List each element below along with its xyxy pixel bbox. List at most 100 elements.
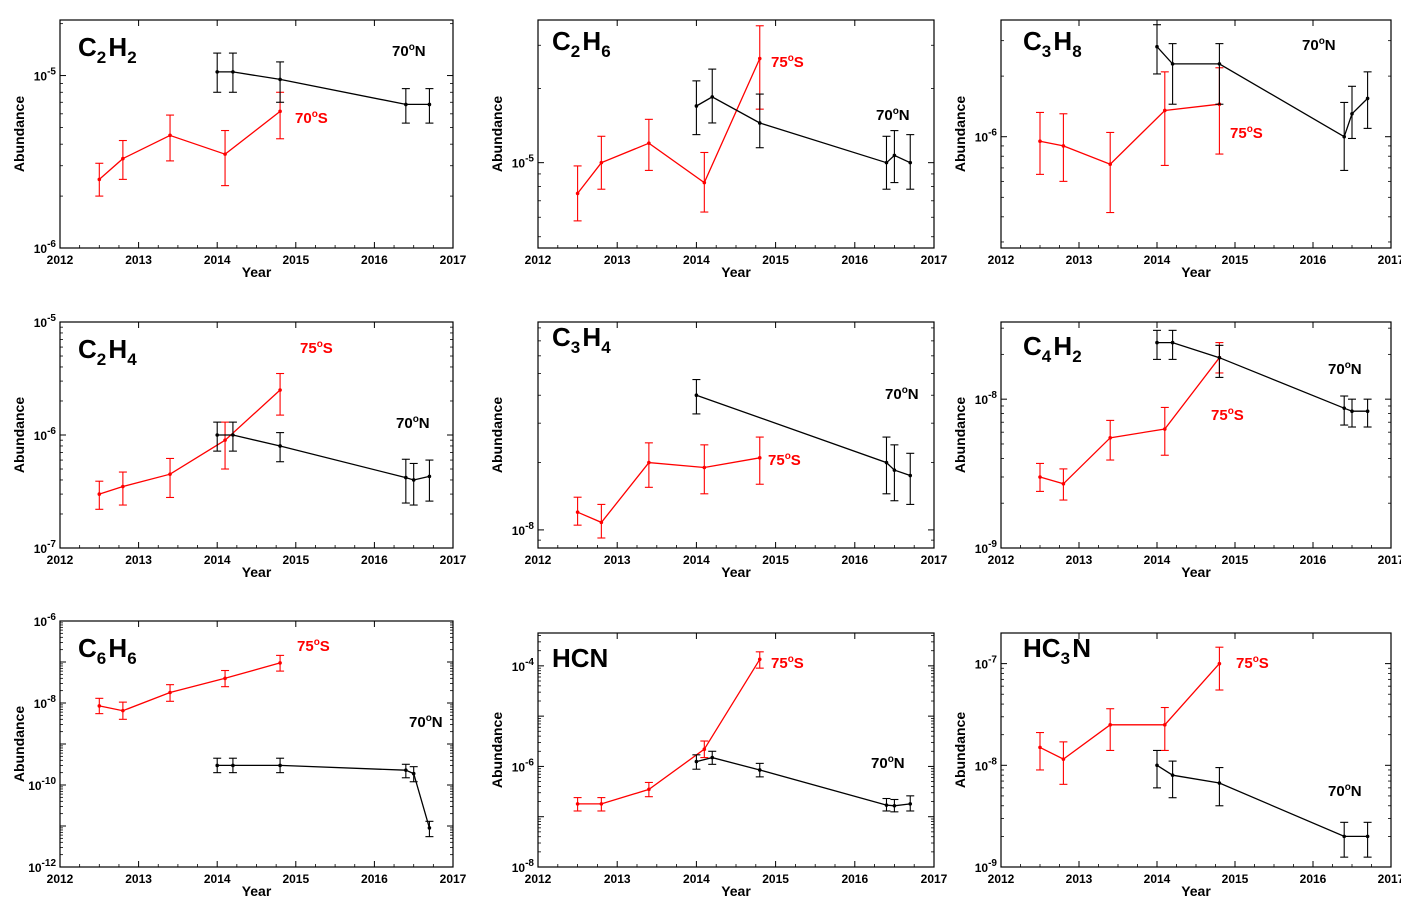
series-n: 70oN [1153,329,1372,428]
data-point [427,474,432,479]
x-tick-label: 2015 [762,253,789,267]
series-label: 75oS [768,451,801,469]
x-axis-title: Year [242,883,272,899]
data-point [278,661,282,665]
y-tick-label: 10-6 [34,612,57,629]
data-point [892,153,897,158]
data-point [908,160,913,165]
y-tick-label: 10-12 [28,858,56,875]
x-tick-label: 2016 [1300,872,1327,886]
panel-c2h4: 2012 2013 2014 2015 2016 2017 10-7 10-6 10-5 Year… [11,313,467,580]
panel-hc3n: 2012 2013 2014 2015 2016 2017 10-9 10-8 10-7 Year… [952,632,1401,899]
series-s: 75oS [573,25,804,222]
x-tick-label: 2012 [47,872,74,886]
series-n: 70oN [692,379,919,505]
species-label: C3 H8 [1023,26,1084,61]
y-tick-label: 10-5 [34,67,57,84]
series-n: 70oN [1153,24,1372,171]
y-tick-label: 10-6 [975,128,998,145]
series-label: 75oS [297,637,330,655]
data-point [1365,409,1370,414]
x-tick-label: 2017 [440,553,467,567]
series-label: 70oN [392,42,426,60]
species-label: HCN [552,643,608,673]
series-line [577,457,760,524]
panel-c3h8: 2012 2013 2014 2015 2016 2017 10-6 Year Abundanc… [952,19,1401,280]
series-label: 75oS [771,654,804,672]
data-point [411,771,416,776]
y-axis-title: Abundance [952,712,968,788]
data-point [1038,139,1042,143]
x-axis-title: Year [242,564,272,580]
data-point [427,826,432,830]
data-point [404,768,408,772]
series-line [217,71,430,106]
data-point [1350,409,1354,414]
data-point [1217,62,1222,66]
y-axis-title: Abundance [489,712,505,788]
data-point [1108,436,1112,440]
data-point [278,388,282,392]
data-point [121,484,125,489]
x-tick-label: 2016 [361,553,388,567]
species-label: C6 H6 [78,633,139,668]
panel-c2h2: 2012 2013 2014 2015 2016 2017 10-6 10-5 Year Abun… [11,19,467,280]
x-tick-label: 2013 [604,553,631,567]
data-point [892,468,897,472]
series-label: 70oS [295,109,328,127]
series-n: 70oN [692,68,915,190]
x-tick-label: 2015 [762,553,789,567]
y-tick-label: 10-6 [34,239,57,256]
series-label: 70oN [1328,782,1362,800]
data-point [223,152,227,156]
data-point [168,472,172,476]
x-axis-title: Year [721,564,751,580]
x-tick-label: 2016 [1300,553,1327,567]
y-axis-title: Abundance [489,397,505,473]
x-tick-label: 2017 [921,553,948,567]
x-tick-label: 2013 [604,872,631,886]
x-tick-label: 2017 [440,872,467,886]
y-tick-label: 10-6 [34,426,57,443]
y-tick-label: 10-7 [34,539,57,556]
x-tick-label: 2013 [125,553,152,567]
series-line [1156,46,1369,138]
y-axis-title: Abundance [11,96,27,172]
series-label: 70oN [396,414,430,432]
data-point [702,465,707,470]
y-tick-label: 10-5 [34,313,57,330]
y-axis-title: Abundance [952,96,968,172]
species-label: C4 H2 [1023,331,1084,366]
y-tick-label: 10-8 [34,694,57,711]
data-point [757,56,762,61]
series-label: 70oN [1328,360,1362,378]
series-line [696,756,911,807]
data-point [1038,475,1042,479]
x-tick-label: 2015 [282,553,309,567]
x-tick-label: 2015 [1222,253,1249,267]
x-tick-label: 2016 [361,872,388,886]
series-label: 70oN [1302,36,1336,54]
data-point [1170,340,1175,345]
series-s: 75oS [1036,646,1269,785]
y-tick-label: 10-4 [512,657,535,674]
series-n: 70oN [213,42,434,124]
x-tick-label: 2015 [282,872,309,886]
series-label: 75oS [771,53,804,71]
data-point [121,708,125,713]
data-point [278,763,282,768]
data-point [223,438,227,442]
data-point [710,755,715,760]
data-point [599,160,604,165]
x-tick-label: 2016 [361,253,388,267]
data-point [757,768,762,772]
data-point [884,803,889,807]
series-label: 70oN [876,106,910,124]
data-point [884,460,889,465]
x-tick-label: 2017 [1378,553,1401,567]
x-tick-label: 2012 [525,872,552,886]
data-point [757,657,762,662]
x-tick-label: 2017 [1378,872,1401,886]
x-tick-label: 2013 [1066,553,1093,567]
